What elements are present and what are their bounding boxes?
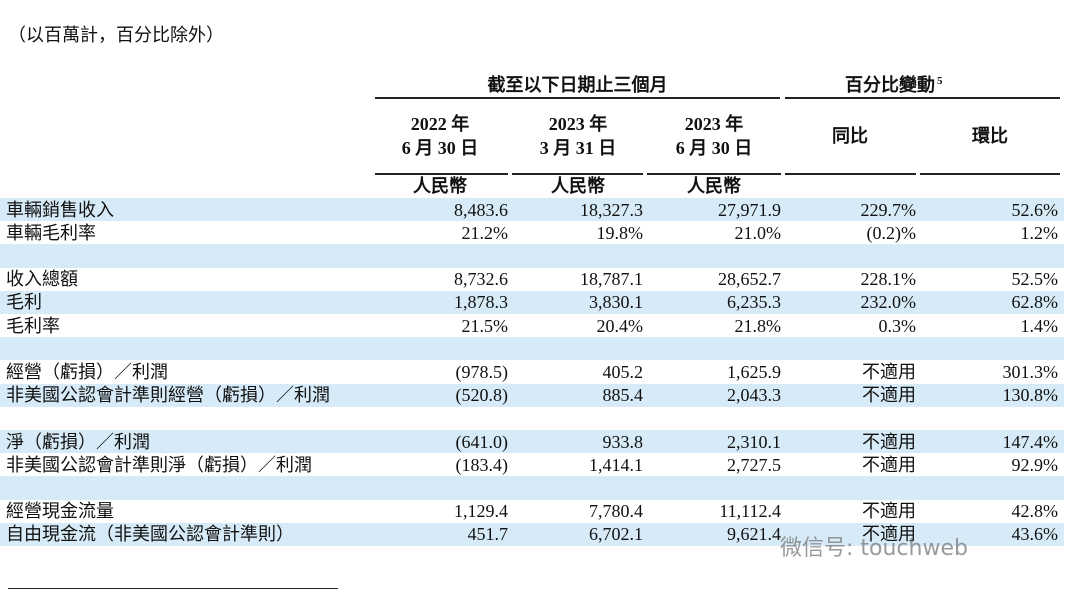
change-footnote: 5 xyxy=(937,75,943,87)
column-header: 2023 年 xyxy=(548,114,608,134)
footnote-rule xyxy=(8,588,338,589)
cell: 2,727.5 xyxy=(727,454,781,475)
row-shade xyxy=(0,430,1064,454)
cell: 8,732.6 xyxy=(454,269,508,290)
row-shade xyxy=(0,522,1064,546)
cell: 42.8% xyxy=(1011,501,1059,522)
cell: 92.9% xyxy=(1011,454,1059,475)
row-shade xyxy=(0,383,1064,407)
cell: 不適用 xyxy=(862,431,916,452)
row-label: 經營（虧損）／利潤 xyxy=(6,362,168,382)
currency: 人民幣 xyxy=(413,176,467,196)
row-label: 非美國公認會計準則淨（虧損）／利潤 xyxy=(6,454,312,475)
cell: 451.7 xyxy=(467,524,509,545)
cell: 52.5% xyxy=(1011,269,1059,290)
row-label: 經營現金流量 xyxy=(6,501,114,522)
row-shade xyxy=(0,244,1064,268)
cell: 3,830.1 xyxy=(589,292,643,313)
cell: 301.3% xyxy=(1002,362,1059,382)
cell: 229.7% xyxy=(860,199,917,220)
header-rule xyxy=(785,97,1060,99)
row-shade xyxy=(0,337,1064,361)
column-header: 同比 xyxy=(832,126,868,146)
cell: 52.6% xyxy=(1011,199,1059,220)
cell: 11,112.4 xyxy=(719,501,781,522)
cell: 20.4% xyxy=(596,315,644,336)
cell: 147.4% xyxy=(1002,431,1059,452)
change-group: 百分比變動 xyxy=(845,75,935,95)
column-header: 6 月 30 日 xyxy=(675,138,753,158)
column-rule xyxy=(512,173,643,175)
cell: (520.8) xyxy=(455,385,509,406)
row-label: 收入總額 xyxy=(6,269,78,290)
cell: 232.0% xyxy=(860,292,917,313)
column-header: 2023 年 xyxy=(684,114,744,134)
cell: 1,414.1 xyxy=(589,454,643,475)
row-shade xyxy=(0,476,1064,500)
cell: 18,787.1 xyxy=(580,269,643,290)
column-header: 6 月 30 日 xyxy=(401,138,479,158)
cell: 18,327.3 xyxy=(580,199,643,220)
column-rule xyxy=(647,173,781,175)
cell: 9,621.4 xyxy=(727,524,781,545)
cell: 8,483.6 xyxy=(454,199,508,220)
cell: 1.4% xyxy=(1020,315,1059,336)
column-header: 3 月 31 日 xyxy=(539,138,617,158)
column-rule xyxy=(920,173,1060,175)
cell: 1,129.4 xyxy=(454,501,508,522)
cell: 21.2% xyxy=(461,222,509,243)
column-header: 環比 xyxy=(972,126,1008,146)
cell: 405.2 xyxy=(602,362,644,382)
cell: 28,652.7 xyxy=(718,269,781,290)
row-label: 車輛毛利率 xyxy=(6,222,96,243)
cell: 885.4 xyxy=(602,385,644,406)
column-header: 2022 年 xyxy=(410,114,470,134)
cell: 不適用 xyxy=(862,501,916,522)
cell: 933.8 xyxy=(602,431,644,452)
column-rule xyxy=(785,173,916,175)
cell: (183.4) xyxy=(455,454,509,475)
currency: 人民幣 xyxy=(551,176,605,196)
cell: 1,625.9 xyxy=(727,362,781,382)
row-label: 淨（虧損）／利潤 xyxy=(6,431,150,452)
period-group: 截至以下日期止三個月 xyxy=(487,75,668,95)
cell: 19.8% xyxy=(596,222,644,243)
row-shade xyxy=(0,198,1064,222)
cell: 62.8% xyxy=(1011,292,1059,313)
cell: 21.5% xyxy=(461,315,509,336)
row-label: 非美國公認會計準則經營（虧損）／利潤 xyxy=(6,385,330,406)
currency: 人民幣 xyxy=(687,176,741,196)
cell: 不適用 xyxy=(862,362,916,382)
cell: (978.5) xyxy=(455,362,509,382)
cell: 1.2% xyxy=(1020,222,1059,243)
cell: 21.0% xyxy=(734,222,782,243)
row-label: 車輛銷售收入 xyxy=(6,199,114,220)
header-rule xyxy=(375,97,780,99)
watermark: 微信号: touchweb xyxy=(780,536,968,561)
cell: 130.8% xyxy=(1002,385,1059,406)
cell: 21.8% xyxy=(734,315,782,336)
column-rule xyxy=(375,173,508,175)
cell: 6,702.1 xyxy=(589,524,643,545)
cell: (641.0) xyxy=(455,431,509,452)
cell: 不適用 xyxy=(862,454,916,475)
row-label: 毛利率 xyxy=(6,315,60,336)
cell: 43.6% xyxy=(1011,524,1059,545)
cell: (0.2)% xyxy=(866,222,916,243)
cell: 2,043.3 xyxy=(727,385,781,406)
cell: 不適用 xyxy=(862,385,916,406)
cell: 7,780.4 xyxy=(589,501,643,522)
note: （以百萬計，百分比除外） xyxy=(8,25,224,45)
row-shade xyxy=(0,290,1064,314)
cell: 1,878.3 xyxy=(454,292,508,313)
cell: 2,310.1 xyxy=(727,431,781,452)
cell: 不適用 xyxy=(862,524,916,545)
row-label: 自由現金流（非美國公認會計準則） xyxy=(6,524,294,545)
cell: 27,971.9 xyxy=(718,199,781,220)
cell: 228.1% xyxy=(860,269,917,290)
cell: 6,235.3 xyxy=(727,292,781,313)
row-label: 毛利 xyxy=(6,292,42,313)
cell: 0.3% xyxy=(878,315,917,336)
